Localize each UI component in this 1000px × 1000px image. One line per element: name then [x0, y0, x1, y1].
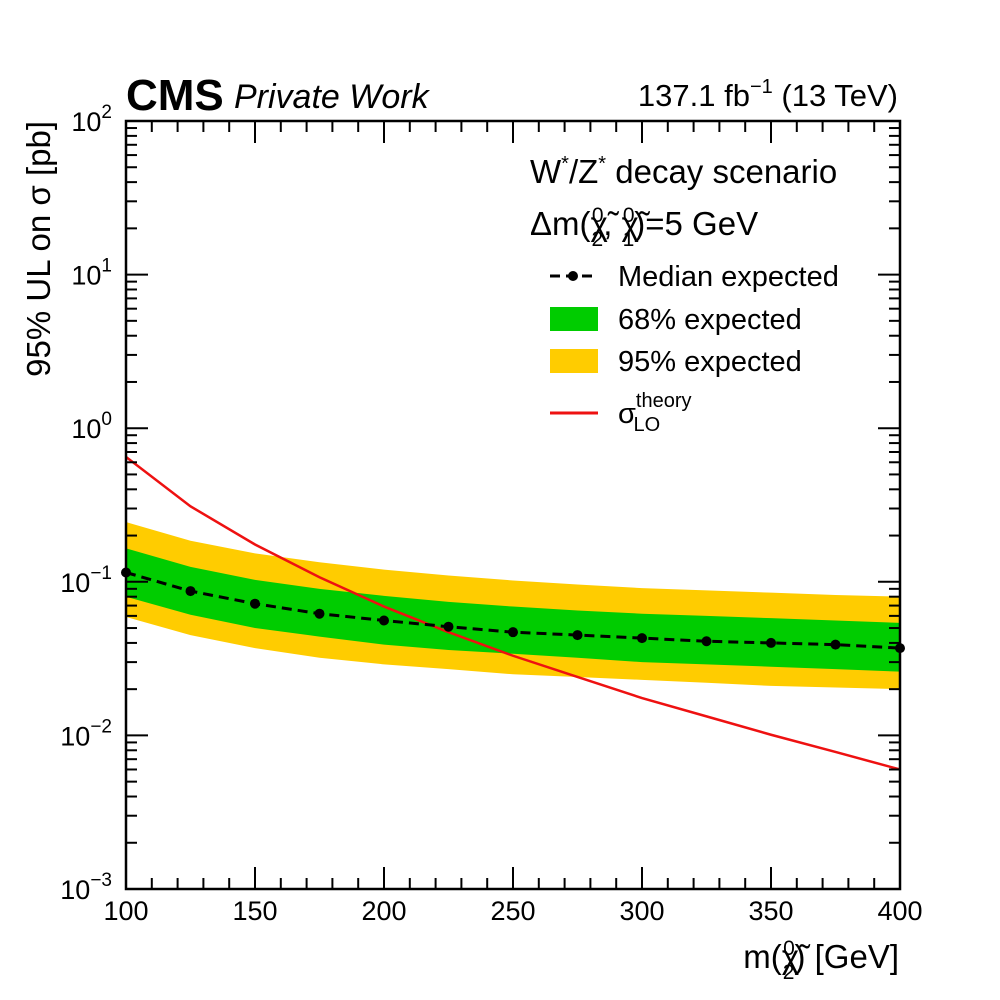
y-tick-label: 101: [71, 256, 112, 291]
median-expected-point: [508, 627, 518, 638]
legend-theory-label: σtheory LO: [618, 390, 692, 436]
median-expected-point: [185, 586, 196, 597]
legend-median-symbol: [550, 271, 598, 281]
tick-labels: 100 150 200 250 300 350 400 10−3 10−2 10−1 100 101 1…: [60, 102, 922, 926]
x-tick-label: 300: [619, 896, 664, 926]
legend-band68-label: 68% expected: [618, 304, 802, 336]
median-expected-point: [314, 608, 325, 619]
x-tick-label: 350: [748, 896, 793, 926]
median-expected-point: [443, 621, 454, 632]
x-tick-label: 150: [232, 896, 277, 926]
legend-band95-swatch: [550, 349, 598, 373]
median-expected-point: [830, 639, 841, 650]
median-expected-point: [572, 630, 583, 641]
x-tick-label: 200: [361, 896, 406, 926]
x-tick-label: 250: [490, 896, 535, 926]
y-tick-label: 10−1: [60, 563, 112, 598]
legend-band68-swatch: [550, 307, 598, 331]
axis-ticks: [125, 121, 901, 890]
median-expected-point: [637, 633, 647, 644]
scenario-annotation: W*/Z* decay scenario: [530, 153, 837, 190]
median-expected-point: [701, 636, 712, 647]
y-tick-label: 102: [71, 102, 112, 137]
mass-splitting-annotation: Δm(χ̃0 2, χ̃0 1)=5 GeV: [530, 204, 758, 251]
y-tick-label: 100: [71, 409, 112, 444]
y-axis-title: 95% UL on σ [pb]: [20, 121, 57, 377]
plot-area: [121, 455, 905, 771]
x-tick-label: 100: [103, 896, 148, 926]
legend-band95-label: 95% expected: [618, 346, 802, 378]
x-axis-title: m(χ̃0 2) [GeV]: [743, 937, 899, 984]
y-tick-label: 10−2: [60, 716, 112, 751]
median-expected-point: [379, 615, 389, 626]
private-work-label: Private Work: [234, 78, 431, 116]
x-tick-label: 400: [877, 896, 922, 926]
legend-median-label: Median expected: [618, 261, 839, 293]
legend: Median expected 68% expected 95% expecte…: [550, 261, 839, 436]
experiment-label: CMS: [126, 71, 224, 120]
theory-curve: [125, 455, 901, 771]
y-tick-label: 10−3: [60, 870, 112, 905]
luminosity-label: 137.1 fb−1 (13 TeV): [638, 76, 898, 113]
median-expected-point: [250, 598, 260, 609]
median-expected-point: [766, 637, 776, 648]
